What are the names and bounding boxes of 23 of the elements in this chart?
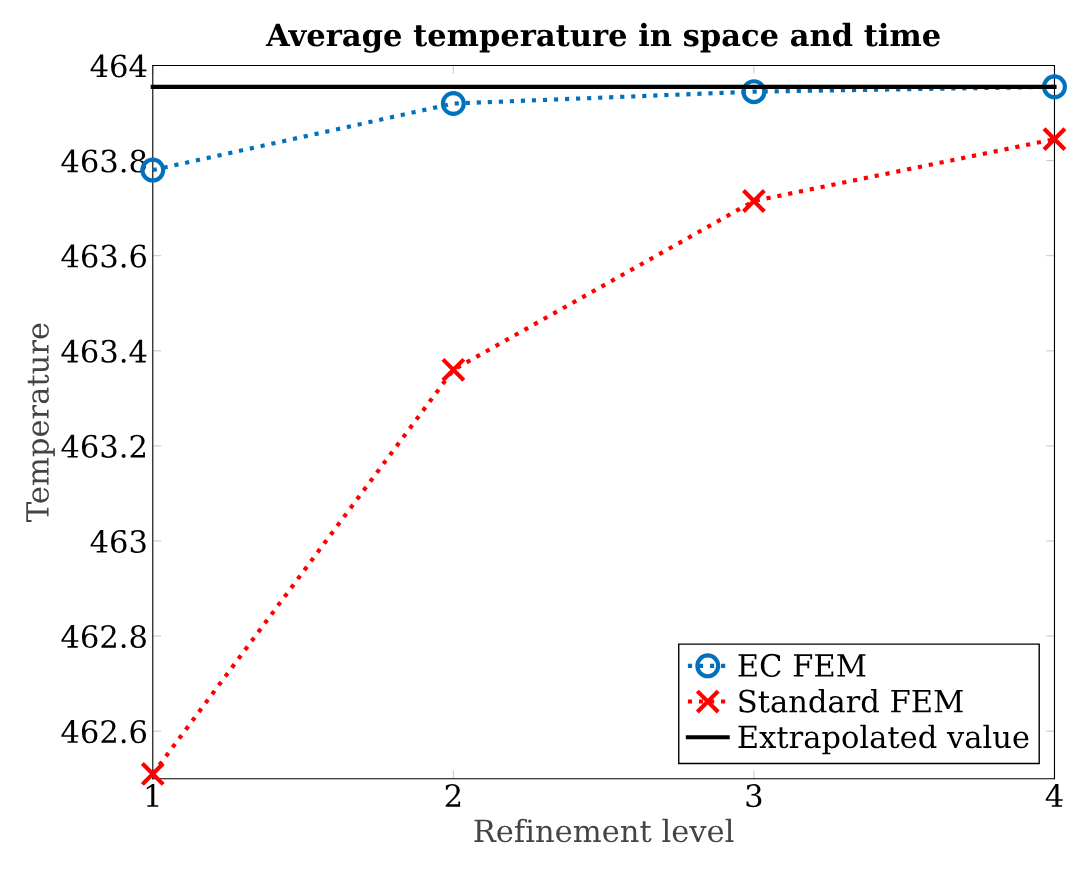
y-tick-label: 463.8: [61, 149, 146, 173]
chart-title: Average temperature in space and time: [265, 22, 940, 53]
point: [440, 91, 466, 117]
y-tick-label: 462.8: [61, 625, 146, 649]
y-tick-label: 463: [90, 529, 146, 554]
y-tick-label: 462.6: [61, 720, 147, 744]
y-tick-label: 463.4: [61, 339, 147, 363]
x-tick-label: 4: [1045, 784, 1063, 807]
x-tick-label: 2: [445, 784, 461, 807]
point: [440, 357, 466, 383]
x-axis-title: Refinement level: [474, 818, 734, 843]
point: [1041, 126, 1067, 152]
point: [1041, 74, 1067, 100]
y-axis-title: Temperature: [26, 323, 55, 522]
y-tick-label: 463.6: [61, 244, 147, 268]
point: [741, 188, 767, 214]
legend-label: Standard FEM: [739, 689, 963, 713]
y-tick-label: 464: [90, 54, 147, 78]
legend-label: Extrapolated value: [738, 724, 1029, 755]
y-tick-label: 463.2: [61, 434, 145, 458]
legend-label: EC FEM: [738, 653, 866, 677]
x-tick-label: 1: [146, 784, 159, 807]
x-tick-label: 3: [746, 784, 762, 808]
